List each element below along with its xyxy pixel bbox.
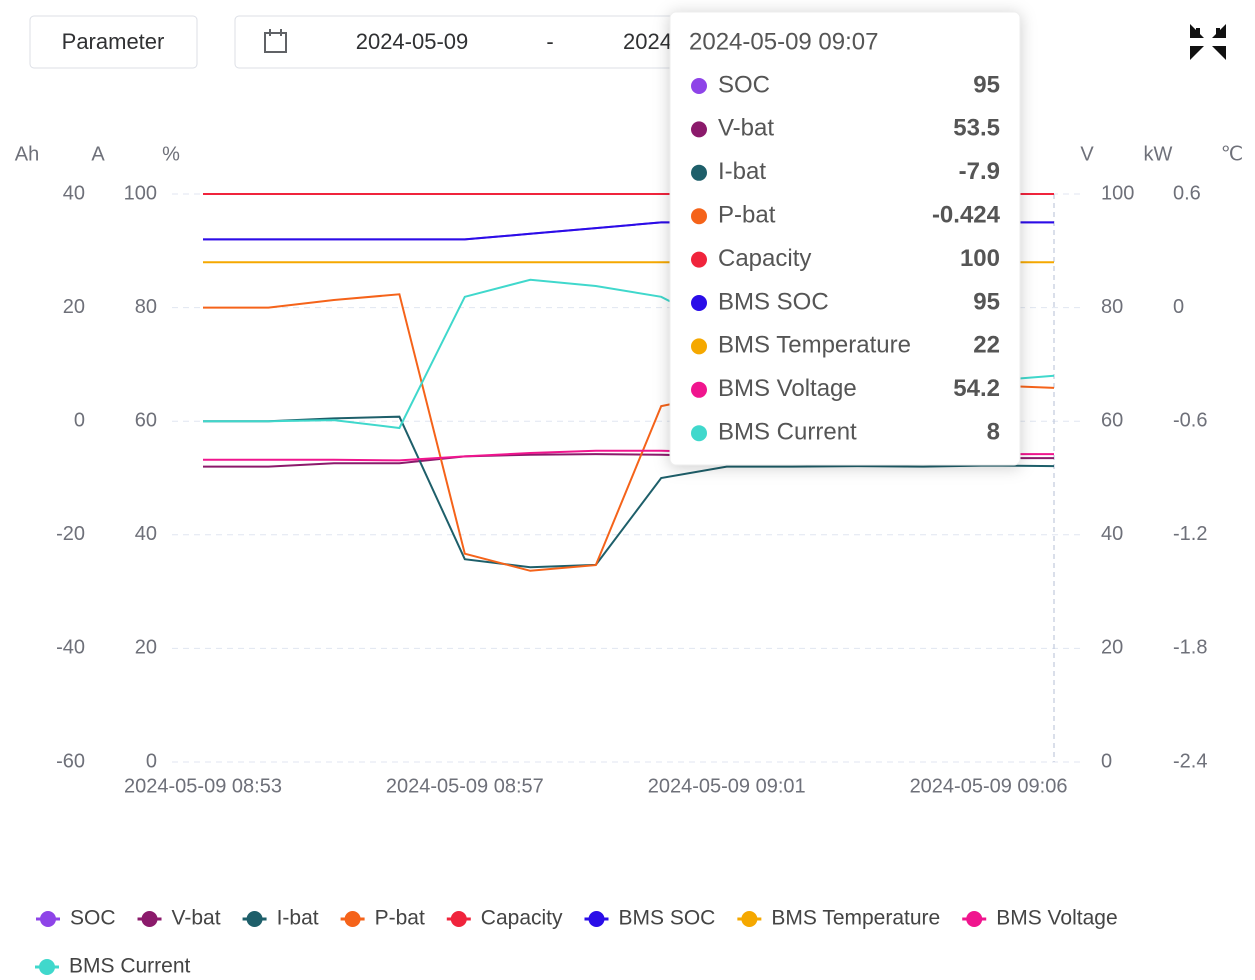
tooltip-name: BMS Temperature xyxy=(718,332,911,359)
series-line xyxy=(203,415,1055,569)
tooltip-value: 53.5 xyxy=(953,115,1000,142)
legend-item[interactable]: SOC xyxy=(36,907,116,930)
y-tick-label: -40 xyxy=(56,637,85,659)
calendar-icon xyxy=(264,29,287,53)
x-tick-label: 2024-05-09 08:53 xyxy=(124,775,282,797)
y-tick-label: 0.6 xyxy=(1173,182,1201,204)
y-tick-label: -1.8 xyxy=(1173,637,1207,659)
y-tick-label: 40 xyxy=(1101,523,1123,545)
axis-name: V xyxy=(1080,143,1094,165)
tooltip-marker xyxy=(691,121,707,138)
legend-label: BMS Temperature xyxy=(771,907,940,930)
y-tick-label: -60 xyxy=(56,750,85,772)
tooltip-value: 95 xyxy=(973,71,1000,98)
y-tick-label: 60 xyxy=(135,409,157,431)
legend-label: I-bat xyxy=(277,907,319,930)
y-tick-label: -0.6 xyxy=(1173,409,1207,431)
tooltip-marker xyxy=(691,381,707,398)
tooltip-marker xyxy=(691,338,707,355)
y-tick-label: 20 xyxy=(1101,637,1123,659)
legend-icon xyxy=(741,911,758,927)
legend-icon xyxy=(39,959,55,975)
axis-name: ℃ xyxy=(1221,143,1243,165)
tooltip-marker xyxy=(691,164,707,181)
x-tick-label: 2024-05-09 09:01 xyxy=(648,775,806,797)
legend-label: BMS Voltage xyxy=(996,907,1117,930)
legend-item[interactable]: BMS Current xyxy=(35,955,191,978)
tooltip-name: P-bat xyxy=(718,202,776,229)
y-tick-label: 40 xyxy=(135,523,157,545)
y-tick-label: 0 xyxy=(146,750,157,772)
tooltip-value: 54.2 xyxy=(953,375,1000,402)
y-tick-label: -20 xyxy=(56,523,85,545)
y-tick-label: 20 xyxy=(63,296,85,318)
legend-label: P-bat xyxy=(375,907,425,930)
tooltip-marker xyxy=(691,78,707,94)
legend-label: BMS Current xyxy=(69,955,191,978)
y-tick-label: 0 xyxy=(74,409,85,431)
axis-name: Ah xyxy=(15,143,39,165)
legend-label: Capacity xyxy=(481,907,563,930)
tooltip-name: V-bat xyxy=(718,115,774,142)
tooltip-value: 8 xyxy=(987,419,1000,446)
legend-icon xyxy=(141,911,158,927)
legend-item[interactable]: BMS Temperature xyxy=(737,907,940,930)
parameter-button[interactable] xyxy=(29,15,198,69)
y-tick-label: -1.2 xyxy=(1173,523,1207,545)
legend-icon xyxy=(966,911,983,927)
start-date[interactable]: 2024-05-09 xyxy=(356,29,469,54)
y-tick-label: -2.4 xyxy=(1173,750,1207,772)
legend-item[interactable]: BMS Voltage xyxy=(962,907,1118,930)
date-separator: - xyxy=(546,29,553,54)
legend-item[interactable]: BMS SOC xyxy=(584,907,716,930)
tooltip-value: 95 xyxy=(973,288,1000,315)
tooltip-value: -7.9 xyxy=(959,158,1000,185)
legend-label: SOC xyxy=(70,907,116,930)
tooltip xyxy=(669,11,1021,466)
y-tick-label: 100 xyxy=(1101,182,1134,204)
legend-label: V-bat xyxy=(172,907,221,930)
tooltip-name: BMS SOC xyxy=(718,288,829,315)
y-tick-label: 0 xyxy=(1101,750,1112,772)
tooltip-title: 2024-05-09 09:07 xyxy=(689,28,879,55)
y-tick-label: 80 xyxy=(1101,296,1123,318)
tooltip-marker xyxy=(691,208,707,225)
tooltip-name: SOC xyxy=(718,71,770,98)
tooltip-marker xyxy=(691,425,707,442)
y-tick-label: 0 xyxy=(1173,296,1184,318)
legend-icon xyxy=(246,911,263,927)
legend-item[interactable]: V-bat xyxy=(137,907,221,930)
x-tick-label: 2024-05-09 09:06 xyxy=(910,775,1068,797)
legend-icon xyxy=(40,911,56,927)
legend-icon xyxy=(344,911,361,927)
shrink-icon[interactable] xyxy=(1190,24,1226,60)
tooltip-name: I-bat xyxy=(718,158,766,185)
legend-label: BMS SOC xyxy=(619,907,716,930)
tooltip-value: 22 xyxy=(973,332,1000,359)
y-tick-label: 60 xyxy=(1101,409,1123,431)
tooltip-value: 100 xyxy=(960,245,1000,272)
tooltip-marker xyxy=(691,251,707,268)
tooltip-name: BMS Voltage xyxy=(718,375,857,402)
legend-item[interactable]: Capacity xyxy=(446,907,563,930)
y-tick-label: 20 xyxy=(135,637,157,659)
legend-icon xyxy=(588,911,605,927)
axis-name: % xyxy=(162,143,180,165)
y-tick-label: 40 xyxy=(63,182,85,204)
legend-item[interactable]: P-bat xyxy=(340,907,425,930)
tooltip-value: -0.424 xyxy=(932,202,1001,229)
axis-name: A xyxy=(91,143,105,165)
y-tick-label: 100 xyxy=(124,182,157,204)
x-tick-label: 2024-05-09 08:57 xyxy=(386,775,544,797)
legend-item[interactable]: I-bat xyxy=(242,907,319,930)
tooltip-marker xyxy=(691,295,707,311)
button-label[interactable]: Parameter xyxy=(62,29,165,54)
legend-icon xyxy=(450,911,467,927)
y-tick-label: 80 xyxy=(135,296,157,318)
tooltip-name: Capacity xyxy=(718,245,811,272)
axis-name: kW xyxy=(1144,143,1173,165)
tooltip-name: BMS Current xyxy=(718,419,857,446)
